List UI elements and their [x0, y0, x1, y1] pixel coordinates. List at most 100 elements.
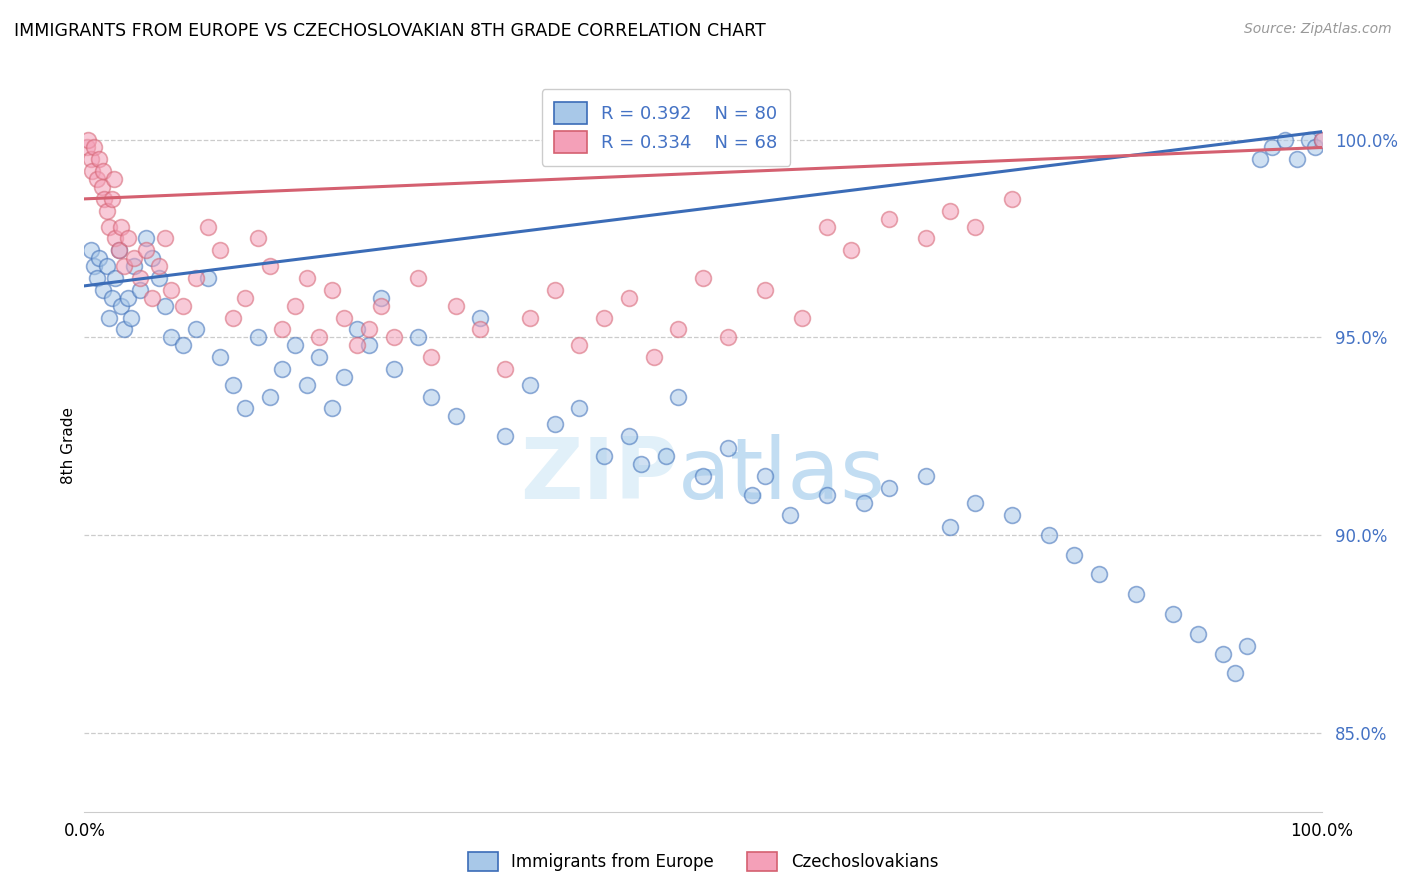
Point [160, 283, 183, 297]
Point [184, 271, 207, 285]
Point [333, 310, 356, 325]
Point [617, 291, 640, 305]
Point [357, 322, 380, 336]
Point [209, 244, 232, 258]
Legend: R = 0.392    N = 80, R = 0.334    N = 68: R = 0.392 N = 80, R = 0.334 N = 68 [541, 89, 790, 166]
Point [568, 401, 591, 416]
Point [122, 251, 145, 265]
Point [233, 291, 256, 305]
Point [83, 259, 105, 273]
Point [790, 310, 813, 325]
Point [815, 219, 838, 234]
Point [470, 322, 492, 336]
Point [717, 441, 740, 455]
Point [120, 310, 142, 325]
Point [965, 496, 987, 510]
Point [153, 299, 176, 313]
Point [593, 310, 616, 325]
Point [841, 244, 863, 258]
Point [135, 231, 157, 245]
Point [692, 271, 714, 285]
Point [222, 310, 245, 325]
Point [259, 259, 281, 273]
Point [593, 449, 616, 463]
Point [308, 350, 330, 364]
Point [104, 231, 127, 245]
Point [1310, 132, 1333, 146]
Point [172, 338, 194, 352]
Point [382, 330, 405, 344]
Point [90, 180, 112, 194]
Point [96, 259, 118, 273]
Point [643, 350, 665, 364]
Y-axis label: 8th Grade: 8th Grade [60, 408, 76, 484]
Point [779, 508, 801, 523]
Point [184, 322, 207, 336]
Point [408, 271, 430, 285]
Point [112, 259, 135, 273]
Point [153, 231, 176, 245]
Point [100, 192, 122, 206]
Point [321, 283, 343, 297]
Point [717, 330, 740, 344]
Point [1212, 647, 1234, 661]
Point [295, 377, 318, 392]
Point [135, 244, 157, 258]
Point [419, 390, 441, 404]
Point [197, 271, 219, 285]
Point [108, 244, 131, 258]
Point [89, 251, 111, 265]
Point [96, 203, 118, 218]
Legend: Immigrants from Europe, Czechoslovakians: Immigrants from Europe, Czechoslovakians [460, 843, 946, 880]
Point [222, 377, 245, 392]
Point [1285, 153, 1308, 167]
Point [122, 259, 145, 273]
Point [1125, 587, 1147, 601]
Point [112, 322, 135, 336]
Point [259, 390, 281, 404]
Point [1063, 548, 1085, 562]
Point [321, 401, 343, 416]
Point [246, 330, 269, 344]
Point [271, 322, 294, 336]
Point [815, 488, 838, 502]
Text: ZIP: ZIP [520, 434, 678, 517]
Point [110, 219, 132, 234]
Point [346, 322, 368, 336]
Point [333, 369, 356, 384]
Point [98, 310, 121, 325]
Point [172, 299, 194, 313]
Point [965, 219, 987, 234]
Point [76, 140, 98, 154]
Point [110, 299, 132, 313]
Point [271, 362, 294, 376]
Point [939, 520, 962, 534]
Point [148, 259, 170, 273]
Point [568, 338, 591, 352]
Point [160, 330, 183, 344]
Point [877, 211, 900, 226]
Point [370, 291, 392, 305]
Point [1305, 140, 1327, 154]
Point [1187, 627, 1209, 641]
Point [1161, 607, 1184, 621]
Point [1223, 666, 1246, 681]
Point [852, 496, 875, 510]
Point [1298, 132, 1320, 146]
Point [246, 231, 269, 245]
Point [100, 291, 122, 305]
Point [86, 271, 108, 285]
Point [103, 172, 125, 186]
Point [148, 271, 170, 285]
Point [141, 251, 163, 265]
Point [209, 350, 232, 364]
Point [91, 283, 114, 297]
Point [1001, 192, 1024, 206]
Point [543, 417, 565, 432]
Point [666, 322, 689, 336]
Point [444, 299, 467, 313]
Point [1038, 528, 1060, 542]
Point [666, 390, 689, 404]
Point [197, 219, 219, 234]
Point [308, 330, 330, 344]
